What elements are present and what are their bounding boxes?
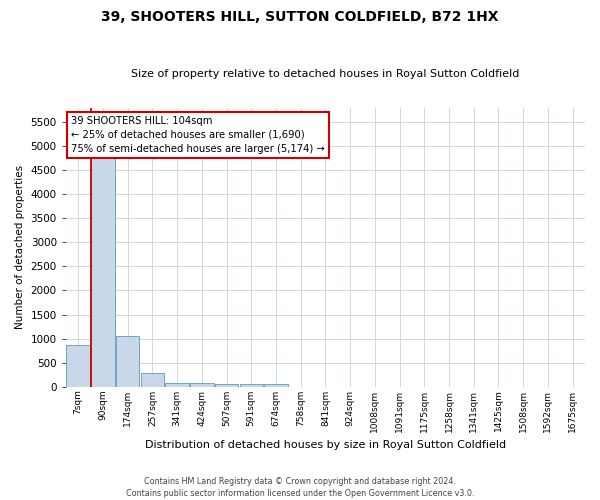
Bar <box>140 374 164 387</box>
Text: 39 SHOOTERS HILL: 104sqm
← 25% of detached houses are smaller (1,690)
75% of sem: 39 SHOOTERS HILL: 104sqm ← 25% of detach… <box>71 116 325 154</box>
Title: Size of property relative to detached houses in Royal Sutton Coldfield: Size of property relative to detached ho… <box>131 69 520 79</box>
Bar <box>215 384 238 387</box>
Y-axis label: Number of detached properties: Number of detached properties <box>15 165 25 329</box>
Bar <box>116 336 139 387</box>
Text: Contains HM Land Registry data © Crown copyright and database right 2024.
Contai: Contains HM Land Registry data © Crown c… <box>126 476 474 498</box>
Bar <box>166 382 189 387</box>
Bar <box>67 346 90 387</box>
X-axis label: Distribution of detached houses by size in Royal Sutton Coldfield: Distribution of detached houses by size … <box>145 440 506 450</box>
Bar <box>91 123 115 387</box>
Bar <box>190 384 214 387</box>
Text: 39, SHOOTERS HILL, SUTTON COLDFIELD, B72 1HX: 39, SHOOTERS HILL, SUTTON COLDFIELD, B72… <box>101 10 499 24</box>
Bar <box>239 384 263 387</box>
Bar <box>264 384 288 387</box>
